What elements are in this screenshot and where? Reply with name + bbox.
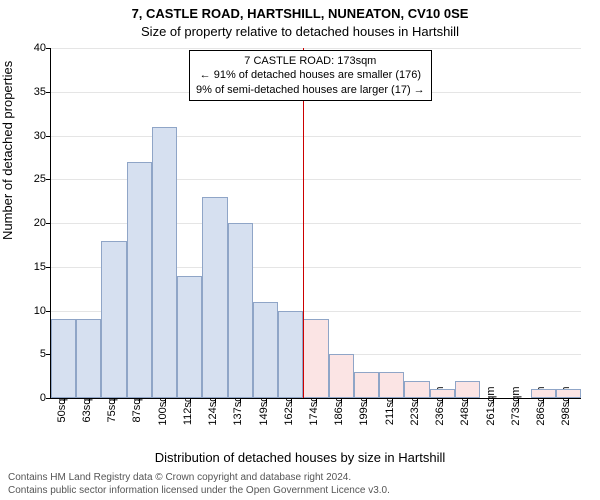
ytick-label: 35 [16,86,46,98]
histogram-bar [101,241,126,399]
x-axis-label: Distribution of detached houses by size … [0,450,600,465]
info-box-line: ← 91% of detached houses are smaller (17… [196,68,425,82]
histogram-bar [152,127,177,398]
ytick-label: 25 [16,173,46,185]
histogram-bar [430,389,455,398]
histogram-bar [76,319,101,398]
histogram-bar [556,389,581,398]
histogram-bar [177,276,202,399]
histogram-bar [253,302,278,398]
histogram-bar [228,223,253,398]
ytick-mark [46,398,51,399]
info-box-line: 7 CASTLE ROAD: 173sqm [196,54,425,68]
histogram-bar [278,311,303,399]
ytick-label: 0 [16,392,46,404]
histogram-bar [404,381,429,399]
histogram-bar [127,162,152,398]
info-box-line: 9% of semi-detached houses are larger (1… [196,83,425,97]
property-size-histogram: 7, CASTLE ROAD, HARTSHILL, NUNEATON, CV1… [0,0,600,500]
histogram-bar [531,389,556,398]
ytick-label: 20 [16,217,46,229]
chart-title-main: 7, CASTLE ROAD, HARTSHILL, NUNEATON, CV1… [0,6,600,21]
ytick-label: 30 [16,130,46,142]
histogram-bar [202,197,227,398]
histogram-bar [379,372,404,398]
ytick-label: 15 [16,261,46,273]
histogram-bar [354,372,379,398]
footer-attribution: Contains HM Land Registry data © Crown c… [8,471,390,497]
ytick-label: 5 [16,348,46,360]
histogram-bar [51,319,76,398]
ytick-label: 40 [16,42,46,54]
ytick-label: 10 [16,305,46,317]
chart-title-sub: Size of property relative to detached ho… [0,24,600,39]
y-axis-label: Number of detached properties [0,61,15,240]
histogram-bar [329,354,354,398]
footer-line-2: Contains public sector information licen… [8,484,390,497]
footer-line-1: Contains HM Land Registry data © Crown c… [8,471,390,484]
histogram-bar [303,319,328,398]
plot-area: 7 CASTLE ROAD: 173sqm← 91% of detached h… [50,48,581,399]
info-box: 7 CASTLE ROAD: 173sqm← 91% of detached h… [189,50,432,101]
histogram-bar [455,381,480,399]
